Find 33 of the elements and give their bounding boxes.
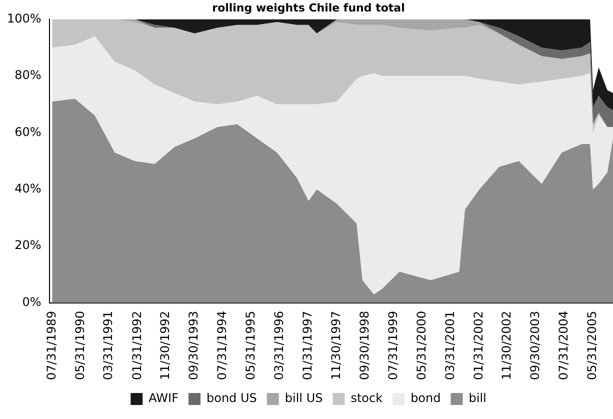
x-tick-label: 03/31/1991 [101,310,116,380]
x-tick-label: 01/31/1997 [300,310,315,380]
x-tick-label: 05/31/1990 [72,310,87,380]
x-tick-label: 07/31/1994 [215,310,230,380]
legend-label: bill US [284,391,323,406]
x-tick-label: 07/31/1999 [386,310,400,380]
y-tick-label: 0% [22,294,42,309]
x-tick-label: 09/30/1998 [357,310,372,380]
x-tick-label: 01/31/1992 [130,310,144,380]
x-tick-label: 05/31/2005 [585,310,600,380]
y-tick-label: 20% [14,238,42,252]
y-tick-label: 100% [6,11,42,26]
x-tick-label: 07/31/2004 [556,310,571,380]
x-tick-label: 09/30/1993 [186,310,201,380]
x-tick-label: 11/30/2002 [500,310,514,380]
legend-label: bond US [206,391,257,406]
y-tick-label: 40% [14,182,42,196]
x-tick-label: 11/30/1997 [328,310,343,380]
x-tick-label: 09/30/2003 [528,310,542,380]
chart-title: rolling weights Chile fund total [212,1,405,14]
legend-label: bond [410,391,441,406]
x-tick-label: 05/31/2000 [414,310,428,380]
x-tick-label: 07/31/1989 [44,310,58,380]
x-tick-label: 11/30/1992 [158,310,172,380]
legend-label: bill [468,391,486,406]
x-tick-label: 03/31/2001 [442,310,457,380]
y-tick-label: 80% [14,68,42,82]
x-tick-label: 03/31/1996 [272,310,286,380]
legend-label: AWIF [148,391,179,406]
x-tick-label: 01/31/2002 [471,310,486,380]
legend-label: stock [350,391,383,406]
x-tick-label: 05/31/1995 [244,310,258,380]
y-tick-label: 60% [14,124,42,139]
